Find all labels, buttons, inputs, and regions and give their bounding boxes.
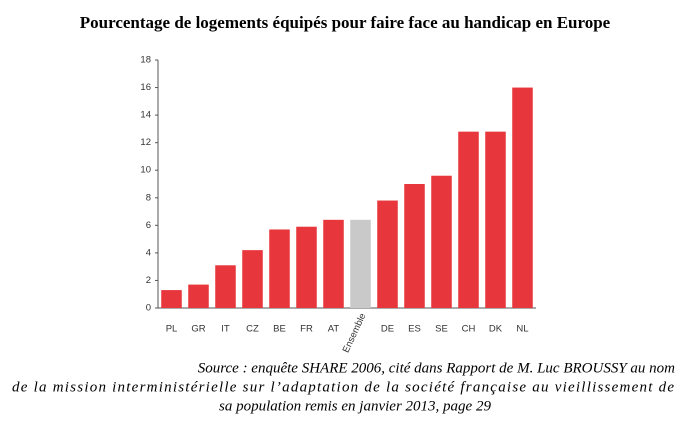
x-tick-label: CZ xyxy=(246,324,259,335)
bar xyxy=(296,226,317,308)
bar xyxy=(404,184,425,308)
x-tick-label: PL xyxy=(166,324,178,335)
bar xyxy=(323,219,344,308)
y-tick-label: 10 xyxy=(140,165,151,176)
y-tick-label: 6 xyxy=(146,220,151,231)
x-tick-label: GR xyxy=(191,324,205,335)
x-tick-label: AT xyxy=(328,324,340,335)
y-tick-label: 2 xyxy=(146,275,151,286)
bar xyxy=(242,250,263,308)
y-tick-label: 18 xyxy=(140,55,151,66)
chart-title: Pourcentage de logements équipés pour fa… xyxy=(80,13,611,32)
y-tick-label: 14 xyxy=(140,110,151,121)
bar xyxy=(161,290,182,308)
bar xyxy=(458,131,479,308)
source-line: de la mission interministérielle sur l’a… xyxy=(12,379,674,395)
bar xyxy=(188,284,209,308)
x-tick-label: NL xyxy=(516,324,528,335)
y-tick-label: 4 xyxy=(146,247,151,258)
x-tick-label: CH xyxy=(462,324,476,335)
bar xyxy=(512,87,533,308)
y-tick-label: 8 xyxy=(146,192,151,203)
x-tick-label: ES xyxy=(408,324,421,335)
source-line: Source : enquête SHARE 2006, cité dans R… xyxy=(198,360,675,376)
y-tick-label: 16 xyxy=(140,82,151,93)
bar xyxy=(377,200,398,308)
x-tick-label: Ensemble xyxy=(341,312,369,355)
bar xyxy=(485,131,506,308)
y-tick-label: 0 xyxy=(146,303,151,314)
y-tick-label: 12 xyxy=(140,137,151,148)
source-line: sa population remis en janvier 2013, pag… xyxy=(219,398,491,414)
x-tick-label: DK xyxy=(489,324,503,335)
bar xyxy=(350,219,371,308)
bar xyxy=(431,175,452,308)
x-tick-label: FR xyxy=(300,324,313,335)
x-tick-label: DE xyxy=(381,324,394,335)
x-tick-label: IT xyxy=(221,324,230,335)
bar xyxy=(269,229,290,308)
x-tick-label: BE xyxy=(273,324,286,335)
x-tick-label: SE xyxy=(435,324,448,335)
bar xyxy=(215,265,236,308)
